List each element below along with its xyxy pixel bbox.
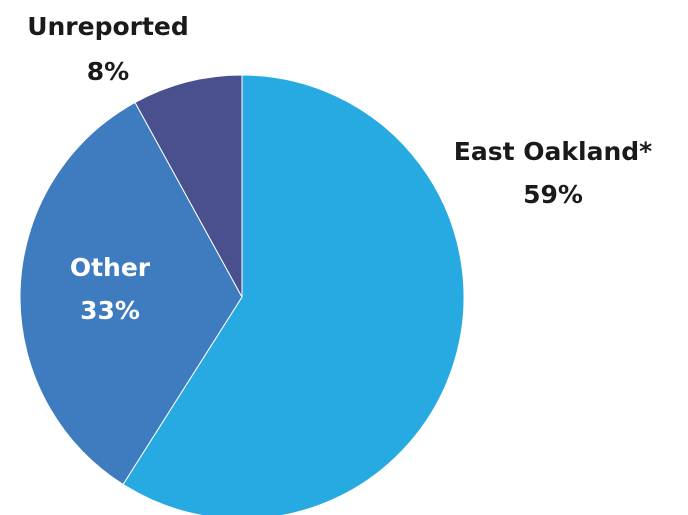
slice-other [19, 101, 243, 486]
slice-unreported [134, 74, 243, 298]
slice-value-east-oakland: 59% [523, 180, 583, 209]
slice-label-east-oakland: East Oakland* [454, 137, 652, 166]
slice-value-other: 33% [80, 296, 140, 325]
slice-label-other: Other [70, 253, 151, 282]
slice-value-unreported: 8% [87, 57, 129, 86]
pie-slices [19, 74, 465, 515]
slice-label-unreported: Unreported [27, 12, 189, 41]
slice-east-oakland [122, 74, 465, 515]
